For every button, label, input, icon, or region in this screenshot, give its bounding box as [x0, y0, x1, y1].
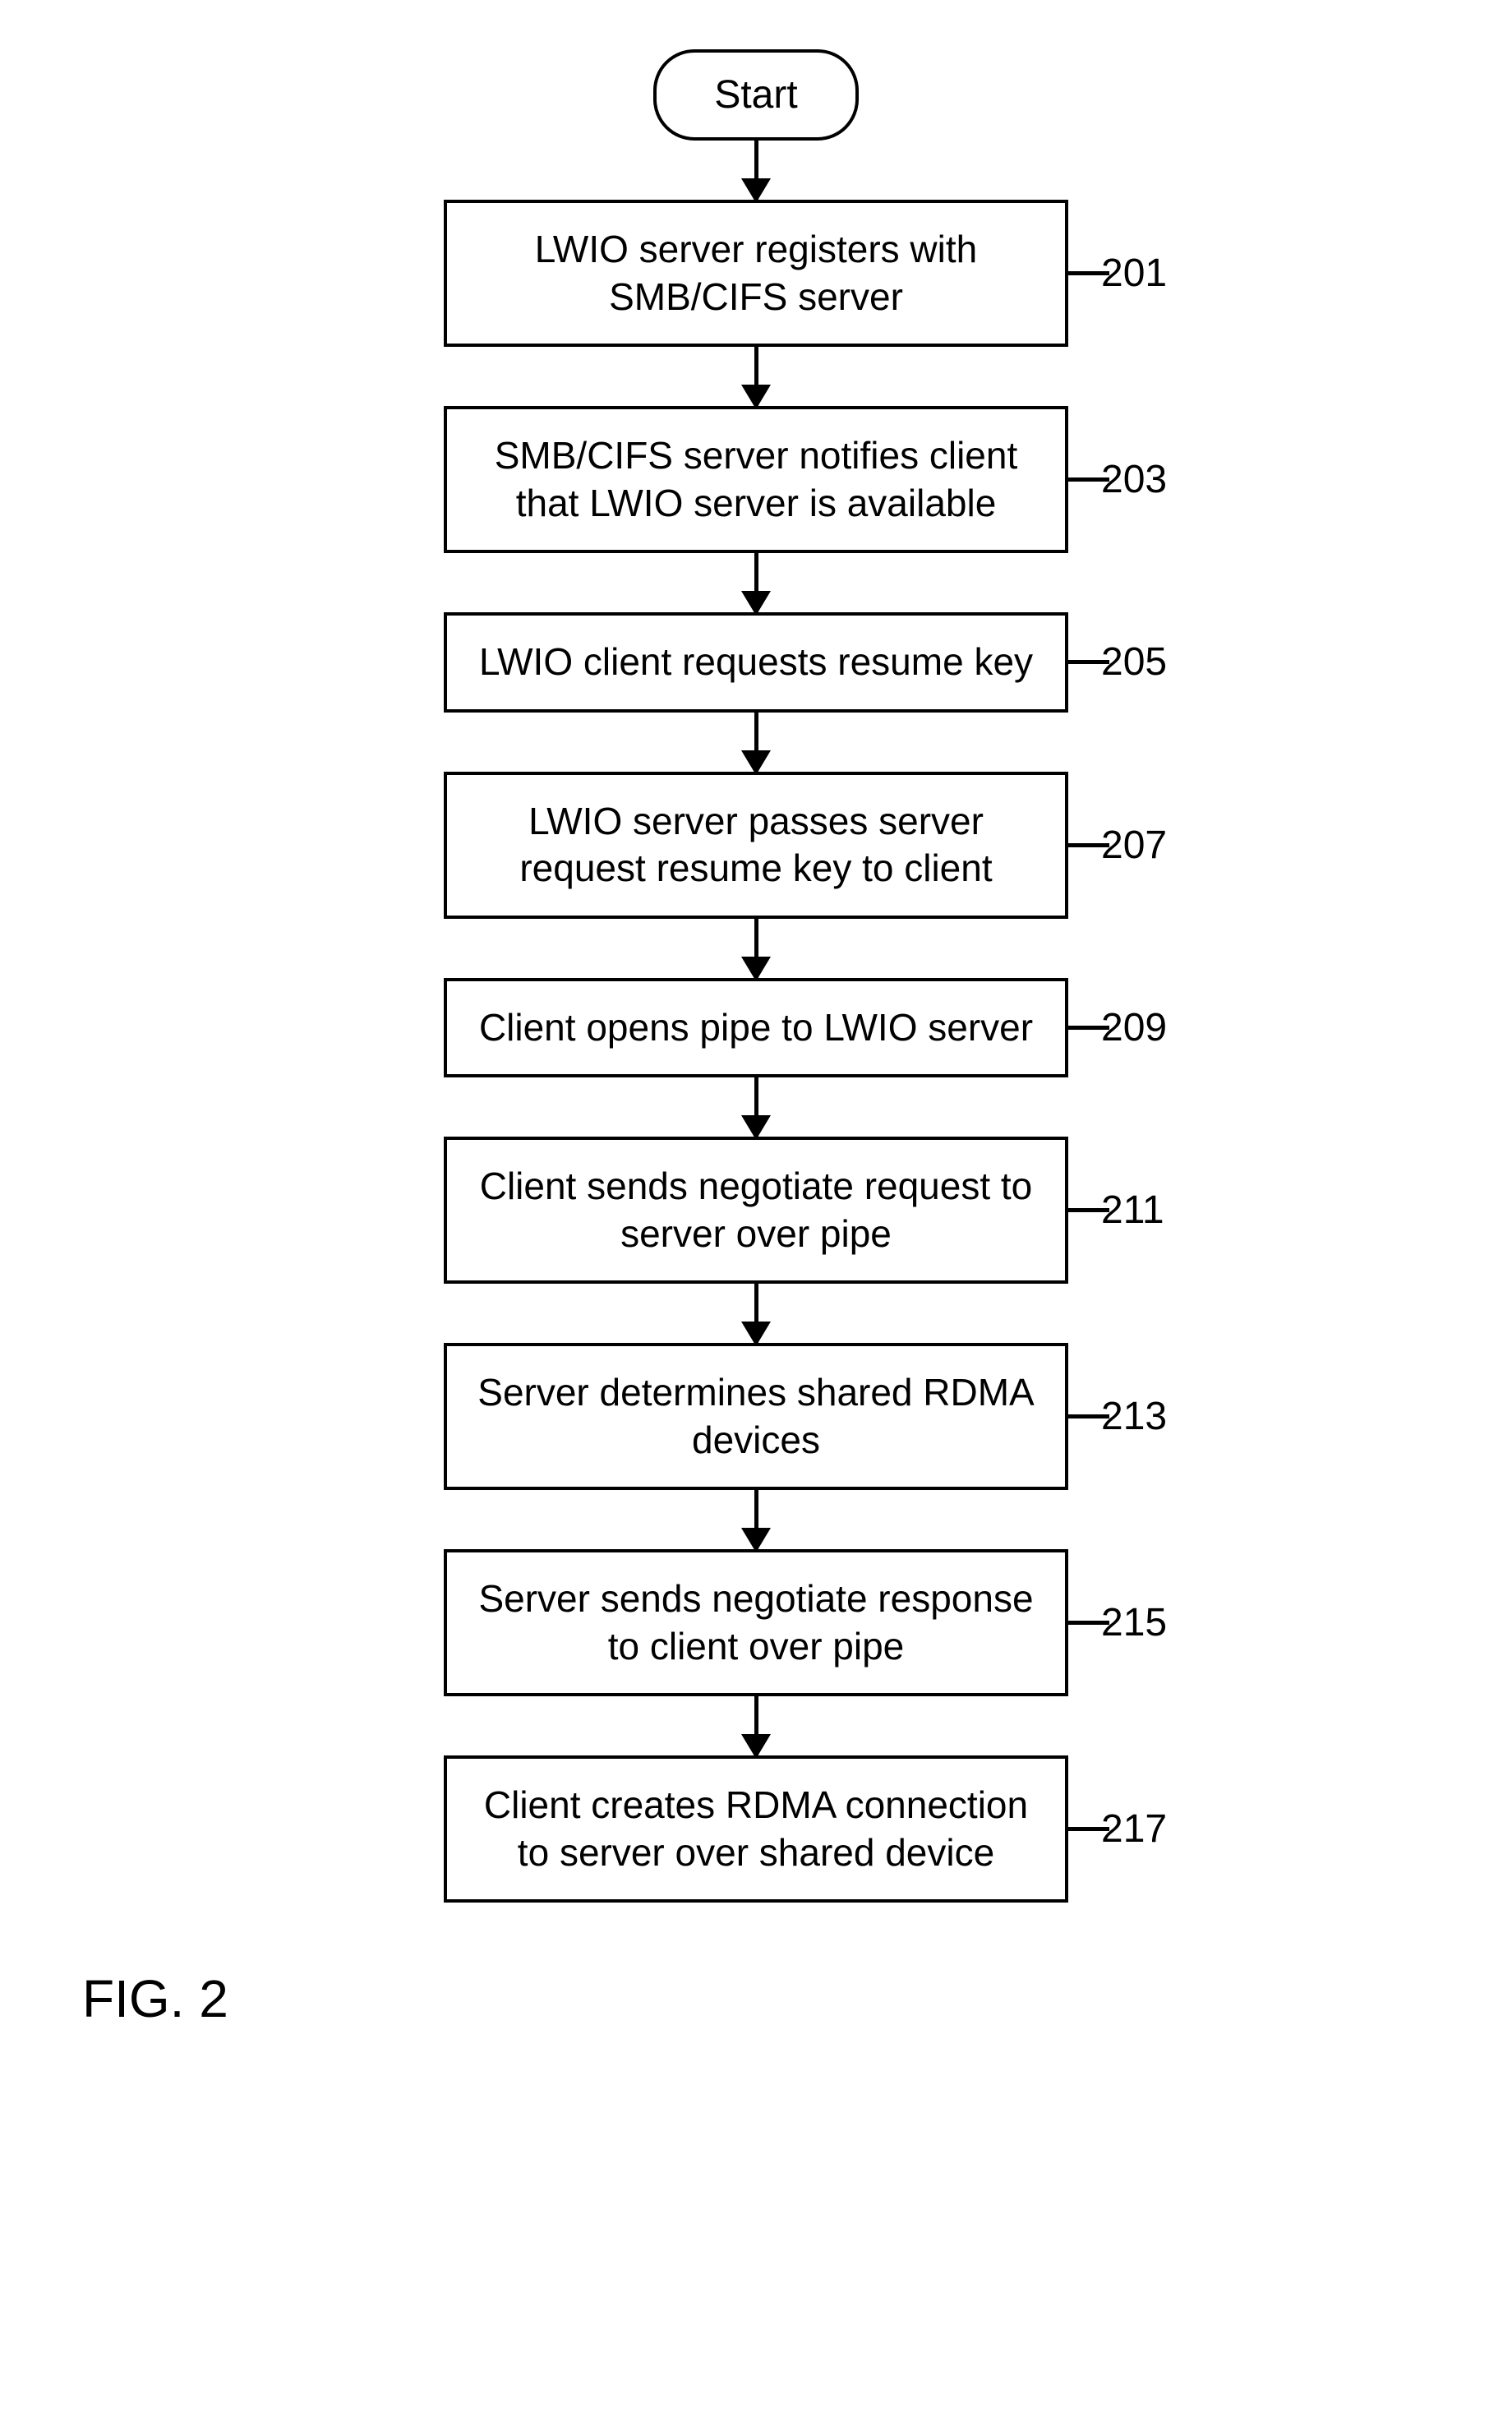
start-node: Start [653, 49, 858, 141]
step-row: Server sends negotiate response to clien… [82, 1549, 1430, 1696]
connector [754, 553, 758, 612]
connector [754, 1696, 758, 1755]
step-box-201: LWIO server registers with SMB/CIFS serv… [444, 200, 1068, 347]
flowchart-container: Start LWIO server registers with SMB/CIF… [82, 49, 1430, 2029]
step-label-209: 209 [1101, 1005, 1167, 1050]
step-box-213: Server determines shared RDMA devices [444, 1343, 1068, 1490]
step-box-207: LWIO server passes server request resume… [444, 772, 1068, 919]
step-box-215: Server sends negotiate response to clien… [444, 1549, 1068, 1696]
connector [754, 1284, 758, 1343]
connector [754, 1490, 758, 1549]
step-row: Client sends negotiate request to server… [82, 1137, 1430, 1284]
step-row: LWIO server passes server request resume… [82, 772, 1430, 919]
step-box-203: SMB/CIFS server notifies client that LWI… [444, 406, 1068, 553]
connector [754, 347, 758, 406]
step-row: LWIO client requests resume key 205 [82, 612, 1430, 713]
step-row: Server determines shared RDMA devices 21… [82, 1343, 1430, 1490]
step-label-213: 213 [1101, 1394, 1167, 1439]
step-row: LWIO server registers with SMB/CIFS serv… [82, 200, 1430, 347]
step-label-215: 215 [1101, 1600, 1167, 1645]
step-label-203: 203 [1101, 457, 1167, 502]
connector [754, 141, 758, 200]
step-row: SMB/CIFS server notifies client that LWI… [82, 406, 1430, 553]
figure-label: FIG. 2 [82, 1968, 228, 2029]
step-label-201: 201 [1101, 251, 1167, 296]
step-box-209: Client opens pipe to LWIO server [444, 978, 1068, 1078]
step-box-211: Client sends negotiate request to server… [444, 1137, 1068, 1284]
step-label-207: 207 [1101, 823, 1167, 868]
step-label-217: 217 [1101, 1806, 1167, 1852]
connector [754, 1077, 758, 1137]
step-row: Client opens pipe to LWIO server 209 [82, 978, 1430, 1078]
step-row: Client creates RDMA connection to server… [82, 1755, 1430, 1903]
connector [754, 919, 758, 978]
step-label-205: 205 [1101, 639, 1167, 685]
step-box-217: Client creates RDMA connection to server… [444, 1755, 1068, 1903]
step-label-211: 211 [1101, 1188, 1164, 1233]
step-box-205: LWIO client requests resume key [444, 612, 1068, 713]
connector [754, 713, 758, 772]
